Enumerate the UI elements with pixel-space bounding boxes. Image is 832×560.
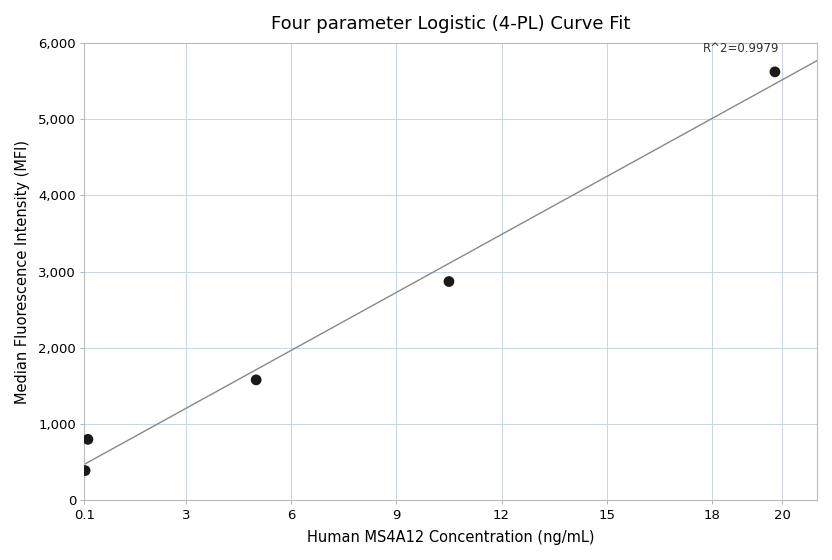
Point xyxy=(250,375,263,384)
Point xyxy=(78,466,92,475)
Y-axis label: Median Fluorescence Intensity (MFI): Median Fluorescence Intensity (MFI) xyxy=(15,139,30,404)
Text: R^2=0.9979: R^2=0.9979 xyxy=(703,43,780,55)
X-axis label: Human MS4A12 Concentration (ng/mL): Human MS4A12 Concentration (ng/mL) xyxy=(307,530,594,545)
Point xyxy=(768,67,781,76)
Point xyxy=(82,435,95,444)
Point xyxy=(443,277,456,286)
Title: Four parameter Logistic (4-PL) Curve Fit: Four parameter Logistic (4-PL) Curve Fit xyxy=(271,15,631,33)
